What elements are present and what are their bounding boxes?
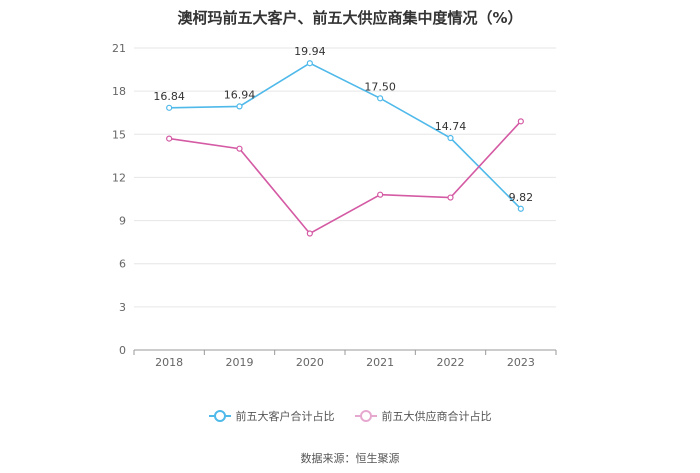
data-point-series-1 (377, 95, 384, 102)
data-point-series-2 (166, 135, 173, 142)
data-point-series-1 (447, 134, 454, 142)
data-point-series-2 (236, 145, 243, 152)
data-label: 17.50 (364, 80, 396, 93)
legend-item-suppliers[interactable]: 前五大供应商合计占比 (354, 408, 492, 424)
chart-legend: 前五大客户合计占比 前五大供应商合计占比 (0, 408, 700, 424)
y-tick-label: 9 (119, 215, 126, 228)
legend-swatch-suppliers (354, 410, 377, 422)
line-chart: 0 3 6 9 12 15 18 21 2018 2019 2020 2021 2022 2023 16.8… (112, 42, 557, 369)
y-tick-label: 0 (119, 344, 126, 357)
legend-swatch-customers (208, 410, 231, 422)
series-line-1 (169, 62, 522, 210)
x-tick-label: 2023 (507, 356, 535, 369)
y-tick-label: 6 (119, 258, 126, 271)
data-label: 14.74 (435, 120, 467, 133)
y-tick-label: 21 (112, 42, 126, 55)
y-tick-label: 12 (112, 171, 126, 184)
data-point-series-2 (377, 191, 384, 198)
data-label: 19.94 (294, 45, 326, 58)
x-tick-label: 2019 (226, 356, 254, 369)
y-tick-label: 15 (112, 128, 126, 141)
chart-title: 澳柯玛前五大客户、前五大供应商集中度情况（%） (177, 9, 523, 27)
x-tick-label: 2018 (155, 356, 183, 369)
legend-label-suppliers: 前五大供应商合计占比 (381, 410, 492, 423)
x-tick-label: 2022 (437, 356, 465, 369)
data-point-series-1 (236, 103, 243, 110)
legend-item-customers[interactable]: 前五大客户合计占比 (208, 408, 335, 424)
y-tick-label: 18 (112, 85, 126, 98)
y-tick-label: 3 (119, 301, 126, 314)
x-tick-label: 2020 (296, 356, 324, 369)
x-tick-label: 2021 (366, 356, 394, 369)
legend-label-customers: 前五大客户合计占比 (235, 410, 335, 423)
data-label: 9.82 (509, 191, 534, 204)
data-label: 16.84 (153, 90, 185, 103)
data-point-series-1 (306, 60, 313, 67)
data-source: 数据来源：恒生聚源 (300, 452, 400, 465)
data-point-series-1 (166, 104, 173, 111)
data-point-series-1 (517, 205, 524, 212)
series-line-2 (169, 120, 522, 235)
data-point-series-2 (447, 194, 454, 201)
data-point-series-2 (306, 230, 313, 237)
data-point-series-2 (517, 118, 524, 125)
data-label: 16.94 (224, 88, 256, 101)
